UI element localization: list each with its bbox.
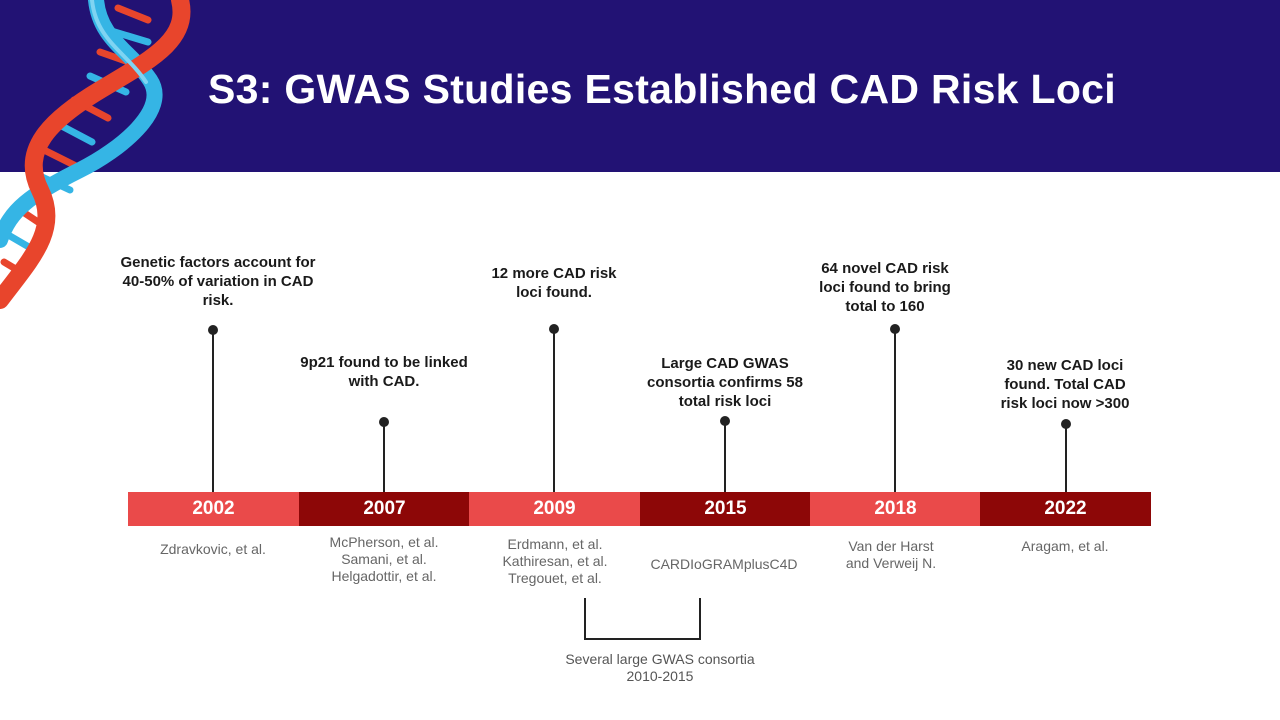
refs-2009: Erdmann, et al. Kathiresan, et al. Trego… [455, 536, 655, 587]
consortia-note-line2: 2010-2015 [626, 668, 694, 684]
refs-2022: Aragam, et al. [965, 538, 1165, 555]
year-2009: 2009 [469, 492, 640, 526]
refs-2002: Zdravkovic, et al. [113, 541, 313, 558]
year-2022: 2022 [980, 492, 1151, 526]
timeline-stem [894, 329, 896, 492]
refs-2007: McPherson, et al. Samani, et al. Helgado… [284, 534, 484, 585]
reference: Samani, et al. [341, 551, 427, 567]
event-2015: Large CAD GWAS consortia confirms 58 tot… [647, 355, 803, 410]
timeline-stem [553, 329, 555, 492]
event-2002: Genetic factors account for 40-50% of va… [120, 254, 316, 309]
timeline-stem [724, 421, 726, 492]
year-2002: 2002 [128, 492, 299, 526]
timeline-stem [212, 330, 214, 492]
title-banner [0, 0, 1280, 172]
timeline-stem [1065, 424, 1067, 492]
consortia-note-line1: Several large GWAS consortia [565, 651, 755, 667]
dna-helix-icon [0, 0, 191, 309]
reference: CARDIoGRAMplusC4D [650, 556, 798, 572]
reference: Kathiresan, et al. [502, 553, 608, 569]
reference: McPherson, et al. [329, 534, 439, 550]
year-2015: 2015 [640, 492, 811, 526]
reference: Aragam, et al. [1021, 538, 1109, 554]
year-2018: 2018 [810, 492, 981, 526]
page-title: S3: GWAS Studies Established CAD Risk Lo… [208, 66, 1116, 112]
consortia-bracket [584, 598, 701, 640]
reference: Erdmann, et al. [507, 536, 603, 552]
reference: Helgadottir, et al. [331, 568, 437, 584]
event-2007: 9p21 found to be linked with CAD. [300, 354, 468, 390]
reference: and Verweij N. [845, 555, 937, 571]
consortia-note: Several large GWAS consortia 2010-2015 [520, 651, 800, 685]
refs-2015: CARDIoGRAMplusC4D [624, 556, 824, 573]
reference: Zdravkovic, et al. [160, 541, 266, 557]
event-2018: 64 novel CAD risk loci found to bring to… [819, 260, 951, 315]
reference: Van der Harst [848, 538, 934, 554]
timeline-stem [383, 422, 385, 492]
event-2022: 30 new CAD loci found. Total CAD risk lo… [1000, 357, 1130, 412]
year-2007: 2007 [299, 492, 470, 526]
refs-2018: Van der Harst and Verweij N. [791, 538, 991, 572]
event-2009: 12 more CAD risk loci found. [491, 265, 617, 301]
reference: Tregouet, et al. [508, 570, 602, 586]
